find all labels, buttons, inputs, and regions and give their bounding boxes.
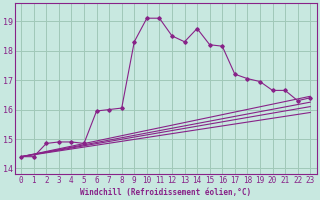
X-axis label: Windchill (Refroidissement éolien,°C): Windchill (Refroidissement éolien,°C) bbox=[80, 188, 251, 197]
